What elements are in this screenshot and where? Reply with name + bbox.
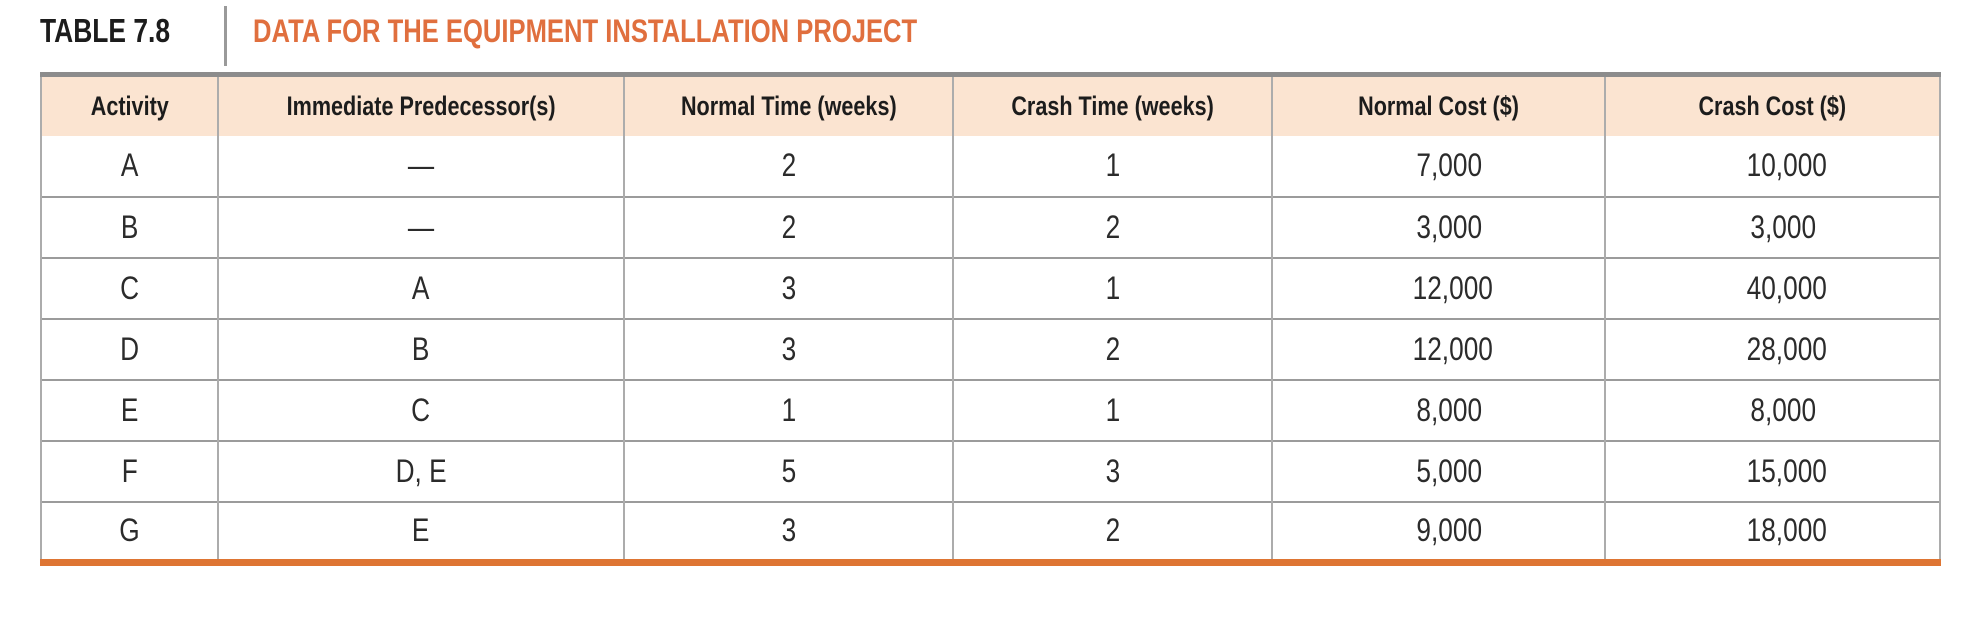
normal-cost-cell: 12,000	[1271, 317, 1605, 380]
crash-cost-cell: 28,000	[1604, 317, 1941, 380]
normal-time-cell: 5	[623, 439, 953, 502]
table-number-label: TABLE 7.8	[40, 6, 224, 56]
table-number-text: TABLE 7.8	[40, 12, 171, 49]
table-row: A — 2 1 7,000 10,000	[40, 135, 1941, 197]
normal-time-cell: 2	[623, 195, 953, 258]
normal-time-cell: 3	[623, 256, 953, 319]
project-data-table: Activity Immediate Predecessor(s) Normal…	[40, 72, 1941, 566]
table-row: F D, E 5 3 5,000 15,000	[40, 439, 1941, 502]
activity-cell: E	[40, 378, 218, 441]
activity-cell: B	[40, 195, 218, 258]
page: TABLE 7.8 DATA FOR THE EQUIPMENT INSTALL…	[0, 6, 1964, 566]
crash-cost-cell: 10,000	[1604, 135, 1941, 197]
table-header: Activity Immediate Predecessor(s) Normal…	[40, 74, 1941, 136]
header-crash-cost: Crash Cost ($)	[1604, 74, 1941, 136]
normal-cost-cell: 9,000	[1271, 500, 1605, 563]
crash-time-cell: 1	[952, 256, 1272, 319]
predecessors-cell: —	[217, 135, 624, 197]
header-normal-cost: Normal Cost ($)	[1271, 74, 1605, 136]
caption-divider	[224, 6, 227, 66]
predecessors-cell: D, E	[217, 439, 624, 502]
predecessors-cell: —	[217, 195, 624, 258]
normal-time-cell: 2	[623, 135, 953, 197]
normal-cost-cell: 8,000	[1271, 378, 1605, 441]
normal-time-cell: 1	[623, 378, 953, 441]
crash-time-cell: 2	[952, 317, 1272, 380]
normal-cost-cell: 12,000	[1271, 256, 1605, 319]
header-normal-time: Normal Time (weeks)	[623, 74, 953, 136]
crash-cost-cell: 3,000	[1604, 195, 1941, 258]
predecessors-cell: C	[217, 378, 624, 441]
predecessors-cell: B	[217, 317, 624, 380]
header-predecessors: Immediate Predecessor(s)	[217, 74, 624, 136]
activity-cell: C	[40, 256, 218, 319]
header-activity: Activity	[40, 74, 218, 136]
table-row: C A 3 1 12,000 40,000	[40, 256, 1941, 319]
crash-time-cell: 1	[952, 378, 1272, 441]
table-row: E C 1 1 8,000 8,000	[40, 378, 1941, 441]
activity-cell: G	[40, 500, 218, 563]
crash-time-cell: 3	[952, 439, 1272, 502]
normal-cost-cell: 3,000	[1271, 195, 1605, 258]
table-title: DATA FOR THE EQUIPMENT INSTALLATION PROJ…	[253, 6, 1083, 56]
normal-cost-cell: 5,000	[1271, 439, 1605, 502]
activity-cell: F	[40, 439, 218, 502]
table-title-text: DATA FOR THE EQUIPMENT INSTALLATION PROJ…	[253, 13, 918, 49]
crash-cost-cell: 18,000	[1604, 500, 1941, 563]
crash-cost-cell: 40,000	[1604, 256, 1941, 319]
predecessors-cell: A	[217, 256, 624, 319]
header-crash-time: Crash Time (weeks)	[952, 74, 1272, 136]
table-row: B — 2 2 3,000 3,000	[40, 195, 1941, 258]
table-body: A — 2 1 7,000 10,000 B — 2 2 3,000 3,000…	[40, 135, 1941, 563]
header-row: Activity Immediate Predecessor(s) Normal…	[40, 74, 1941, 136]
activity-cell: D	[40, 317, 218, 380]
predecessors-cell: E	[217, 500, 624, 563]
table-caption: TABLE 7.8 DATA FOR THE EQUIPMENT INSTALL…	[40, 6, 1964, 68]
crash-time-cell: 2	[952, 195, 1272, 258]
crash-cost-cell: 15,000	[1604, 439, 1941, 502]
table-row: D B 3 2 12,000 28,000	[40, 317, 1941, 380]
crash-time-cell: 1	[952, 135, 1272, 197]
table-row: G E 3 2 9,000 18,000	[40, 500, 1941, 563]
crash-time-cell: 2	[952, 500, 1272, 563]
normal-cost-cell: 7,000	[1271, 135, 1605, 197]
normal-time-cell: 3	[623, 500, 953, 563]
normal-time-cell: 3	[623, 317, 953, 380]
activity-cell: A	[40, 135, 218, 197]
crash-cost-cell: 8,000	[1604, 378, 1941, 441]
